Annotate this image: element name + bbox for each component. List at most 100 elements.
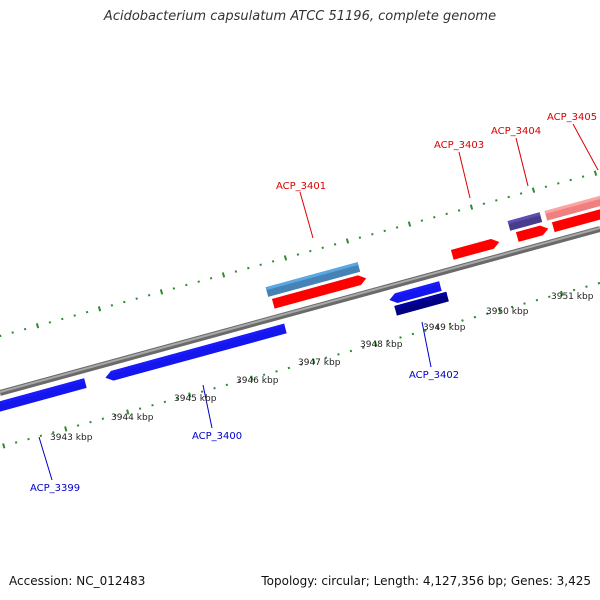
scale-tick — [225, 383, 229, 387]
gene-label-acp3405[interactable]: ACP_3405 — [547, 112, 597, 123]
scale-tick — [135, 297, 138, 300]
scale-tick — [312, 358, 316, 364]
gene-acp3402[interactable] — [389, 281, 442, 303]
scale-tick — [262, 373, 266, 377]
scale-tick — [200, 390, 204, 393]
scale-tick — [473, 315, 477, 319]
scale-tick — [76, 424, 80, 427]
scale-tick — [234, 270, 238, 273]
scale-tick — [557, 182, 560, 185]
scale-tick — [11, 331, 14, 334]
gene-acp3399[interactable] — [0, 378, 87, 414]
scale-tick — [238, 380, 241, 383]
scale-tick — [572, 288, 576, 292]
scale-tick — [39, 434, 43, 438]
scale-tick — [448, 322, 452, 326]
scale-tick — [23, 327, 27, 331]
scale-tick — [548, 295, 551, 299]
scale-tick — [498, 307, 502, 313]
scale-tick — [213, 386, 216, 390]
scale-tick — [151, 403, 154, 407]
scale-tick — [247, 266, 250, 270]
scale-tick — [123, 300, 126, 304]
scale-tick — [457, 209, 461, 212]
scale-tick — [147, 293, 151, 297]
scale-tick — [221, 272, 226, 278]
scale-tick — [250, 375, 254, 381]
scale-tick — [358, 236, 362, 239]
scale-tick — [48, 321, 52, 324]
scale-tick — [85, 310, 89, 314]
gene-acp3405[interactable] — [552, 207, 600, 233]
genome-backbone-highlight — [0, 227, 600, 393]
scale-tick — [309, 249, 312, 253]
scale-tick — [126, 409, 130, 415]
scale-tick — [383, 229, 386, 233]
scale-tick — [374, 341, 378, 347]
scale-tick — [386, 339, 390, 343]
scale-tick — [300, 363, 303, 366]
scale-tick — [486, 312, 489, 315]
gene-acp3400[interactable] — [105, 323, 287, 381]
scale-tick — [510, 305, 514, 309]
feature-acp3404[interactable] — [507, 212, 543, 231]
gene-label-acp3402[interactable]: ACP_3402 — [409, 370, 459, 381]
gene-label-acp3399[interactable]: ACP_3399 — [30, 483, 80, 494]
callout-line — [38, 436, 53, 481]
scale-tick — [531, 187, 536, 193]
scale-tick — [333, 243, 337, 246]
gene-label-acp3401[interactable]: ACP_3401 — [276, 181, 326, 192]
callout-line — [572, 123, 599, 171]
callout-line — [421, 321, 432, 368]
scale-tick — [188, 392, 192, 398]
scale-tick — [399, 336, 402, 339]
scale-tick — [27, 437, 30, 441]
gene-acp3401[interactable] — [272, 275, 367, 309]
accession-text: Accession: NC_012483 — [9, 574, 146, 588]
scale-tick — [424, 329, 427, 332]
scale-tick — [445, 212, 448, 216]
scale-tick — [371, 232, 374, 236]
scale-tick — [321, 246, 324, 250]
scale-tick — [581, 175, 585, 178]
scale-tick — [469, 204, 474, 210]
genome-summary-text: Topology: circular; Length: 4,127,356 bp… — [261, 574, 591, 588]
scale-label: 3951 kbp — [551, 292, 594, 302]
scale-tick — [436, 324, 440, 330]
scale-tick — [271, 260, 275, 263]
scale-tick — [597, 281, 600, 285]
scale-label: 3949 kbp — [423, 323, 466, 333]
scale-tick — [2, 443, 6, 449]
gene-label-acp3403[interactable]: ACP_3403 — [434, 140, 484, 151]
scale-tick — [14, 441, 18, 444]
scale-tick — [560, 290, 564, 297]
scale-tick — [172, 287, 176, 290]
scale-tick — [411, 332, 415, 336]
scale-tick — [209, 276, 213, 280]
scale-tick — [110, 304, 114, 307]
gene-callouts — [38, 123, 599, 481]
scale-tick — [593, 170, 598, 176]
gene-acp3404[interactable] — [516, 225, 549, 242]
scale-tick — [259, 263, 262, 267]
gene-acp3403[interactable] — [451, 239, 500, 260]
feature-acp3401[interactable] — [265, 262, 361, 297]
gene-label-acp3404[interactable]: ACP_3404 — [491, 126, 541, 137]
scale-tick — [324, 356, 328, 360]
gene-label-acp3400[interactable]: ACP_3400 — [192, 431, 242, 442]
scale-tick — [345, 238, 350, 244]
scale-tick — [482, 202, 486, 206]
callout-line — [515, 137, 529, 187]
scale-tick — [535, 298, 539, 302]
scale-tick — [495, 199, 498, 202]
feature-acp3405[interactable] — [544, 193, 600, 221]
scale-tick — [283, 255, 288, 261]
scale-tick — [159, 289, 164, 295]
scale-tick — [395, 226, 399, 229]
scale-tick — [287, 366, 291, 370]
feature-acp3402[interactable] — [394, 291, 449, 316]
scale-tick — [64, 426, 68, 432]
scale-label: 3948 kbp — [360, 340, 403, 350]
scale-tick — [101, 417, 105, 421]
